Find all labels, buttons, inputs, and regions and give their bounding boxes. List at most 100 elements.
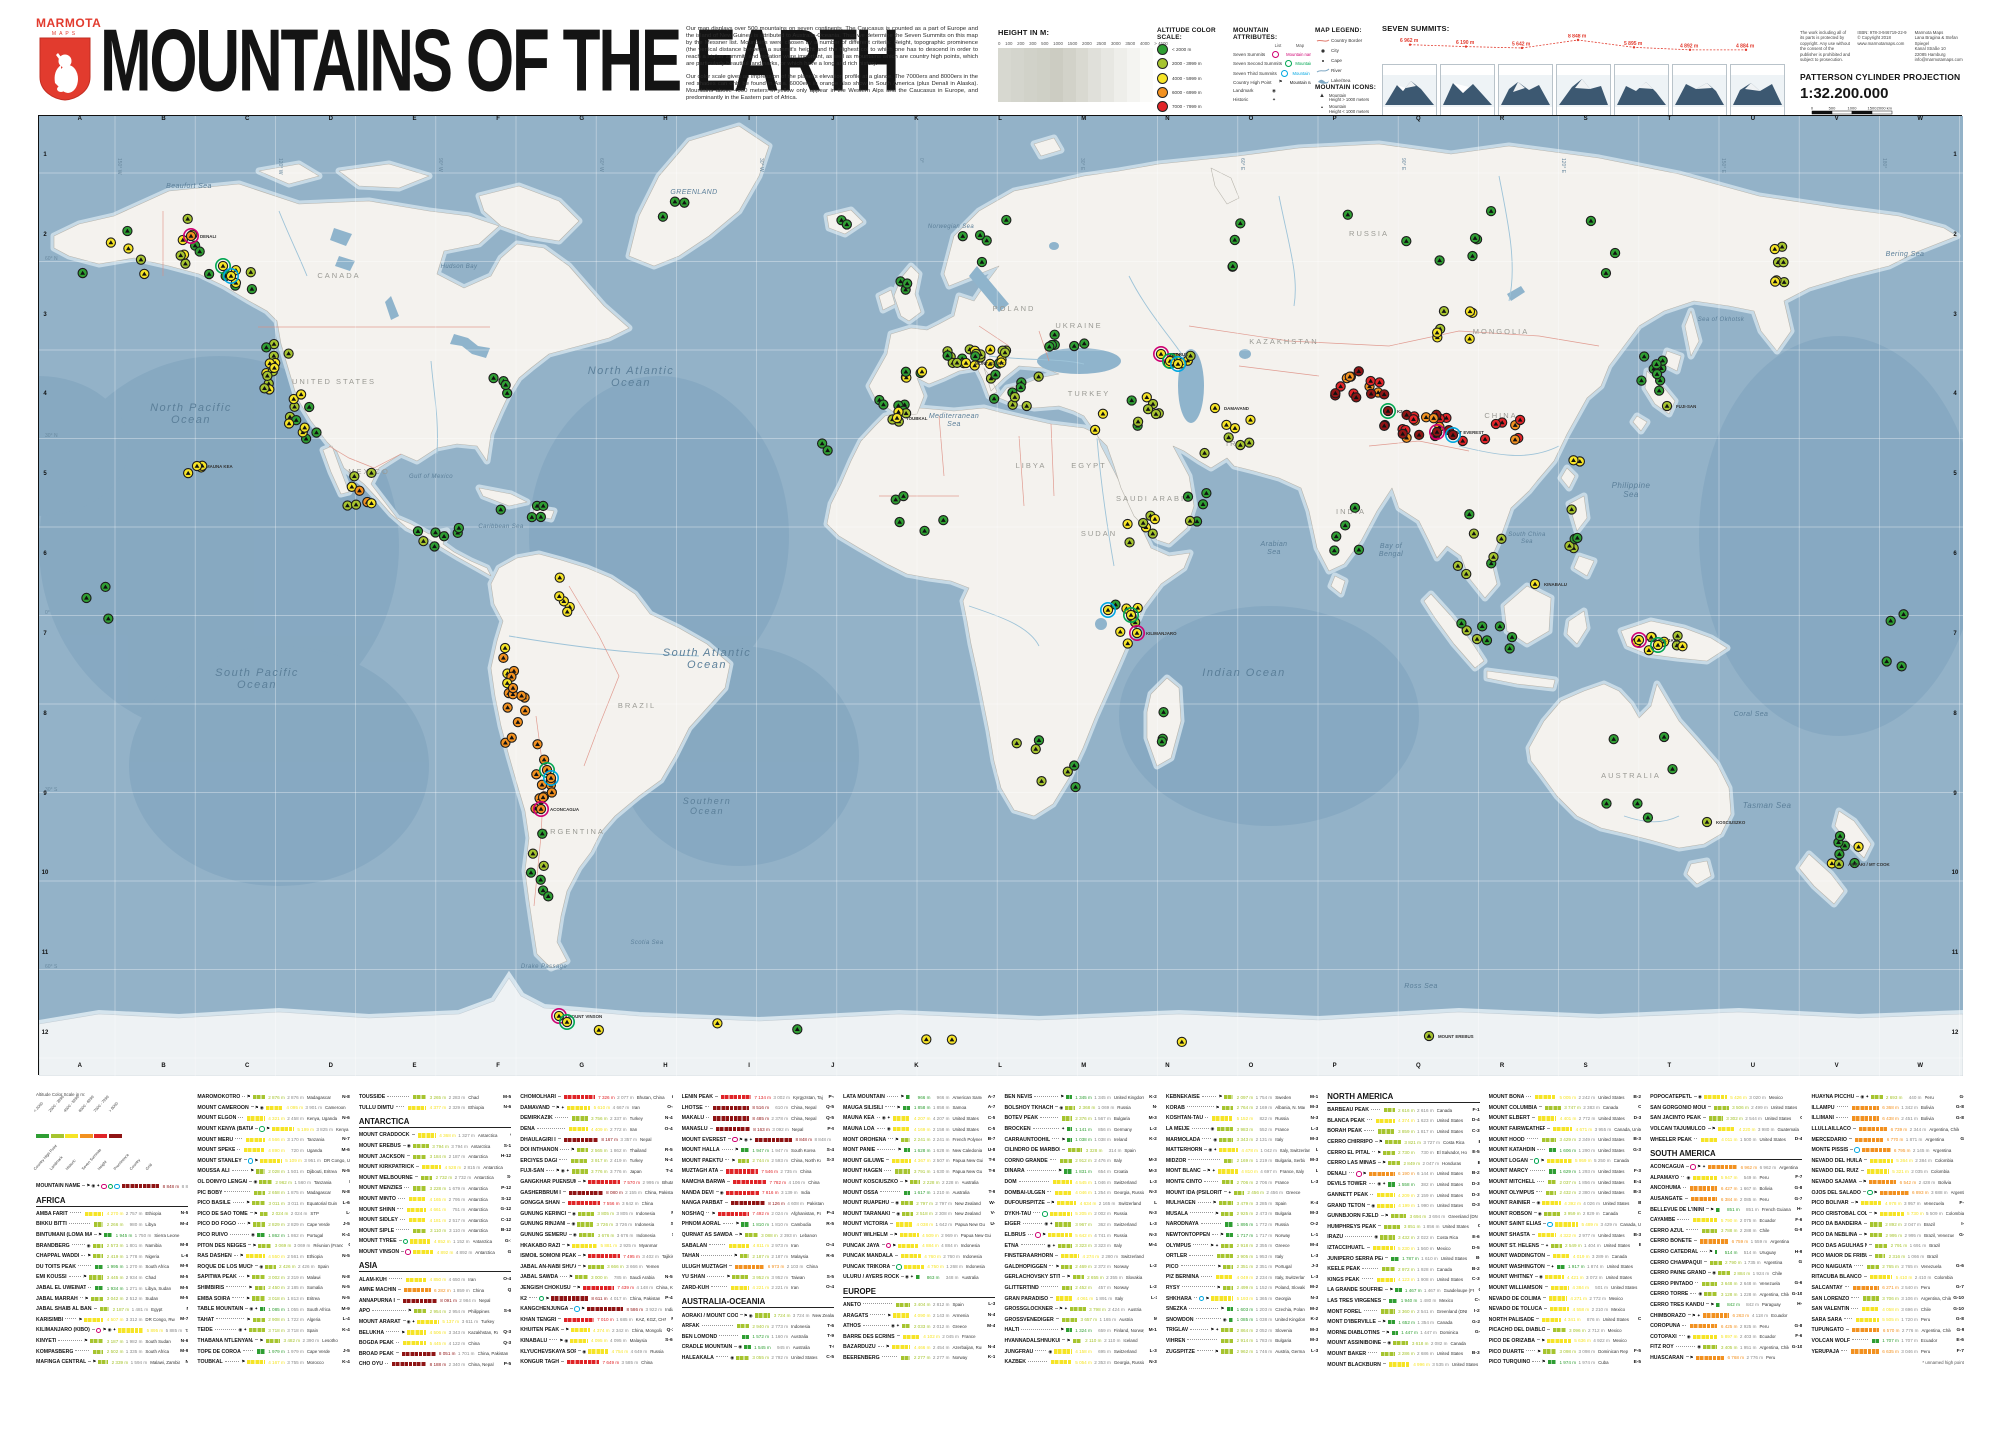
prominence-value: 1 720 m <box>1901 1317 1918 1323</box>
mountain-marker <box>122 225 133 237</box>
flag-icon: ⚑ <box>259 1337 264 1343</box>
entry-icons: ⚑ <box>734 1253 738 1259</box>
svg-text:6 962 m: 6 962 m <box>1400 38 1419 44</box>
mountain-name: PUNCAK JAYA <box>843 1242 880 1249</box>
mountain-marker: MAUNA KEA <box>191 460 233 472</box>
mountain-marker <box>1245 414 1256 426</box>
flag-icon: ⚑ <box>246 1274 251 1280</box>
height-scale-ticks: 0 100 200 300 500 1000 1500 2000 2500 3000 3500 400… <box>998 41 1168 46</box>
height-bar <box>405 1277 427 1282</box>
height-value: 6 282 m <box>434 1287 451 1293</box>
entry-icons: ⚑ <box>1863 1232 1867 1238</box>
height-value: 4 038 m <box>916 1221 934 1227</box>
grid-number: 1 <box>43 151 47 158</box>
mountain-marker <box>103 613 114 624</box>
height-bar <box>100 1307 110 1312</box>
mountain-name: GUNNBJORN FJELD <box>1327 1213 1379 1220</box>
height-value: 8 848 m <box>162 1183 180 1189</box>
mountain-name: NORTH PALISADE <box>1488 1316 1535 1323</box>
grid-ref: O-2 <box>1310 1221 1319 1227</box>
country: Dominican Republic <box>1598 1349 1629 1355</box>
mountain-name: MOUNT WILLIAMSON <box>1488 1284 1543 1291</box>
mountain-name: DAMAVAND <box>520 1104 550 1111</box>
mountain-name: MANASLU <box>681 1126 708 1133</box>
prominence-value: 1 567 m <box>1094 1115 1111 1121</box>
mountain-name: MOUNT VICTORIA <box>843 1221 889 1228</box>
entry-icons: ◉ ✦ <box>882 1115 891 1121</box>
grid-ref: K-4 <box>342 1327 350 1333</box>
country: Mexico <box>1607 1327 1622 1333</box>
altitude-scale-item: 2000 - 3999 m <box>1157 58 1227 70</box>
country: Italy <box>1115 1296 1124 1302</box>
height-bar <box>567 1201 600 1206</box>
height-value: 1 606 m <box>1559 1147 1577 1153</box>
prominence-value: 2 934 m <box>125 1274 143 1280</box>
index-row: LA GRANDE SOUFRIERE⚑1 467 m1 467 mGuadel… <box>1327 1285 1479 1296</box>
grid-ref: M-8 <box>180 1243 189 1249</box>
country: Iceland <box>1123 1338 1138 1344</box>
height-bar <box>1056 1296 1074 1301</box>
grid-ref: G-8 <box>1959 1127 1964 1132</box>
mountain-name: CERRO LAS MINAS <box>1327 1160 1376 1167</box>
mountain-marker <box>1514 414 1526 426</box>
country: Morocco <box>306 1359 324 1365</box>
prominence-value: 362 m <box>1098 1221 1111 1227</box>
flag-icon: ⚑ <box>892 1242 897 1248</box>
height-value: 2 110 m <box>1085 1338 1102 1344</box>
height-value: 6 635 m <box>1882 1349 1899 1355</box>
mountain-name: SAN GORGONIO MOUNTAIN <box>1650 1104 1706 1111</box>
entry-icons: ⚑ <box>904 1179 908 1185</box>
grid-ref: K-4 <box>1310 1200 1319 1206</box>
svg-text:TURKEY: TURKEY <box>1068 389 1110 398</box>
grid-ref: W-8 <box>989 1200 995 1206</box>
map-legend-item: City <box>1315 47 1377 54</box>
height-bar <box>1218 1201 1234 1206</box>
svg-text:POLAND: POLAND <box>993 304 1036 313</box>
height-value: 2 744 m <box>752 1158 770 1164</box>
entry-icons: ⚑ <box>1355 1171 1367 1177</box>
height-value: 4 509 m <box>922 1232 939 1238</box>
height-bar <box>588 1179 621 1185</box>
mountain-marker <box>1176 1036 1187 1048</box>
prominence-value: 501 m <box>1595 1285 1608 1291</box>
grid-ref: P-5 <box>503 1361 512 1367</box>
grid-ref: S-5 <box>826 1274 835 1280</box>
country: United States <box>1602 1200 1630 1206</box>
prominence-value: 1 404 m <box>1584 1243 1601 1249</box>
camera-icon: ◉ <box>107 1327 112 1333</box>
country: Azerbaijan, Russia <box>952 1344 983 1350</box>
svg-text:Ocean: Ocean <box>690 806 724 816</box>
grid-letter: C <box>244 1063 250 1069</box>
index-row: HALTI ⚑ 1 324 m 659 m Finland, Norway M-1 <box>1004 1325 1156 1336</box>
grid-ref: N-3 <box>1310 1115 1319 1121</box>
mountain-name: MOUNT RAINIER <box>1488 1200 1531 1207</box>
country: United States <box>1436 1128 1464 1134</box>
country: Libya <box>145 1221 156 1227</box>
entry-icons: ⚑ <box>1855 1200 1859 1206</box>
svg-text:30° W: 30° W <box>758 158 764 172</box>
height-bar <box>741 1222 750 1227</box>
mountain-name: MOUNT CRADDOCK <box>358 1132 410 1139</box>
grid-letter: F <box>496 1063 500 1069</box>
entry-icons: ◉ <box>1371 1203 1375 1209</box>
prominence-value: 2 390 m <box>302 1338 320 1344</box>
grid-ref: N-5 <box>180 1211 189 1217</box>
height-bar <box>1702 1281 1718 1286</box>
country: Argentina <box>1779 1164 1798 1170</box>
grid-ref: S-6 <box>665 1338 673 1344</box>
map-legend: MAP LEGEND: Country Border City Cape River L… <box>1315 27 1377 84</box>
index-row: GUNUNG KERINCI◉3 805 m3 805 mIndonesiaR-… <box>520 1209 672 1220</box>
height-bar <box>1380 1235 1395 1240</box>
intro-text: Our map displays over 500 mountains on s… <box>686 26 978 107</box>
height-value: 842 m <box>1727 1302 1740 1308</box>
height-bar <box>717 1211 750 1216</box>
mountain-name: ROQUE DE LOS MUCHACHOS <box>197 1263 254 1270</box>
entry-icons: ⚑ ◉ ✦ <box>86 1183 121 1190</box>
